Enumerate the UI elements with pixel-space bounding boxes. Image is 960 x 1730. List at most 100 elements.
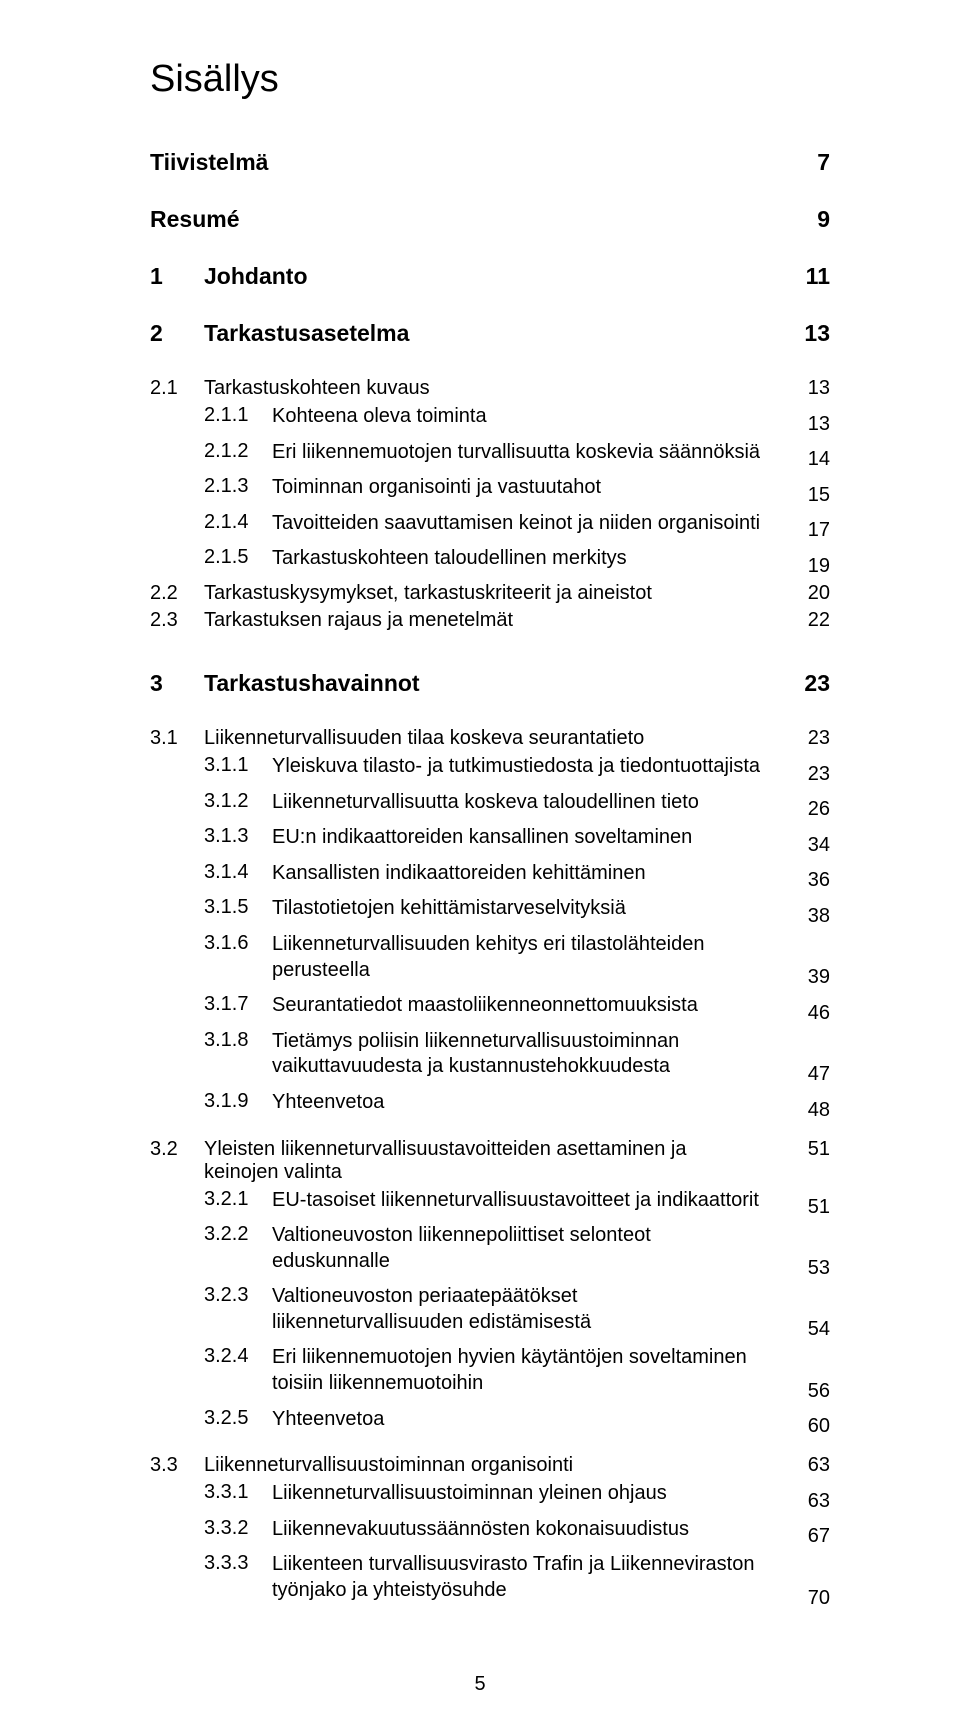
- toc-entry-page: 26: [808, 798, 830, 821]
- toc-entry-page: 63: [808, 1454, 830, 1477]
- toc-entry-left: 3.2.4Eri liikennemuotojen hyvien käytänt…: [150, 1345, 772, 1396]
- toc-entry: 3.2.4Eri liikennemuotojen hyvien käytänt…: [150, 1345, 830, 1402]
- toc-entry-page: 51: [808, 1196, 830, 1219]
- toc-entry-number: 3.2.1: [204, 1188, 272, 1214]
- toc-entry-page: 36: [808, 869, 830, 892]
- toc-entry-number: 3.2.3: [204, 1284, 272, 1335]
- toc-gap: [150, 308, 830, 320]
- toc-entry-label: Kansallisten indikaattoreiden kehittämin…: [272, 861, 646, 887]
- toc-entry-left: 3.2.3Valtioneuvoston periaatepäätökset l…: [150, 1284, 772, 1335]
- toc-entry-page: 46: [808, 1002, 830, 1025]
- toc-entry-page: 63: [808, 1490, 830, 1513]
- toc-entry-left: 3.3.2Liikennevakuutussäännösten kokonais…: [150, 1517, 689, 1543]
- toc-entry-label: EU:n indikaattoreiden kansallinen sovelt…: [272, 825, 692, 851]
- toc-entry-number: 3.1: [150, 727, 204, 750]
- toc-entry-page: 23: [808, 727, 830, 750]
- toc-body: Tiivistelmä7Resumé91Johdanto112Tarkastus…: [150, 149, 830, 1610]
- toc-entry-left: 2.1.4Tavoitteiden saavuttamisen keinot j…: [150, 511, 760, 537]
- toc-entry-number: 3.3: [150, 1454, 204, 1477]
- toc-entry: Tiivistelmä7: [150, 149, 830, 176]
- toc-gap: [150, 1126, 830, 1138]
- toc-entry-number: 2.1.3: [204, 475, 272, 501]
- toc-entry-label: Eri liikennemuotojen turvallisuutta kosk…: [272, 440, 760, 466]
- toc-entry: 3.2.2Valtioneuvoston liikennepoliittiset…: [150, 1223, 830, 1280]
- toc-entry-label: Tilastotietojen kehittämistarveselvityks…: [272, 896, 626, 922]
- toc-entry-page: 15: [808, 484, 830, 507]
- toc-page: Sisällys Tiivistelmä7Resumé91Johdanto112…: [0, 0, 960, 1730]
- toc-entry-number: 3.1.3: [204, 825, 272, 851]
- toc-entry-page: 9: [817, 206, 830, 233]
- toc-entry-number: 3.2.4: [204, 1345, 272, 1396]
- toc-entry-left: 3.1.5Tilastotietojen kehittämistarveselv…: [150, 896, 626, 922]
- toc-entry-page: 51: [808, 1138, 830, 1161]
- toc-entry: 3.1.3EU:n indikaattoreiden kansallinen s…: [150, 825, 830, 857]
- toc-entry-label: Valtioneuvoston liikennepoliittiset selo…: [272, 1223, 772, 1274]
- toc-entry-page: 39: [808, 966, 830, 989]
- toc-entry-number: 2.1.5: [204, 546, 272, 572]
- toc-entry-left: 3.2.5Yhteenvetoa: [150, 1407, 384, 1433]
- toc-entry-page: 56: [808, 1380, 830, 1403]
- toc-gap: [150, 194, 830, 206]
- toc-entry: 2.1.5Tarkastuskohteen taloudellinen merk…: [150, 546, 830, 578]
- toc-entry-left: 3.1.1Yleiskuva tilasto- ja tutkimustiedo…: [150, 754, 760, 780]
- toc-gap: [150, 365, 830, 377]
- toc-indent: [150, 404, 204, 430]
- toc-indent: [150, 475, 204, 501]
- toc-indent: [150, 1481, 204, 1507]
- toc-entry-page: 53: [808, 1257, 830, 1280]
- toc-entry: 3.2.3Valtioneuvoston periaatepäätökset l…: [150, 1284, 830, 1341]
- toc-entry-label: Tiivistelmä: [150, 149, 268, 175]
- toc-entry-page: 13: [804, 320, 830, 347]
- toc-entry: 3.3Liikenneturvallisuustoiminnan organis…: [150, 1454, 830, 1477]
- toc-entry: 3.2.1EU-tasoiset liikenneturvallisuustav…: [150, 1188, 830, 1220]
- toc-entry-number: 2.1: [150, 377, 204, 400]
- toc-entry-label: Liikennevakuutussäännösten kokonaisuudis…: [272, 1517, 689, 1543]
- toc-entry-page: 67: [808, 1525, 830, 1548]
- toc-entry-number: 2.1.4: [204, 511, 272, 537]
- toc-gap: [150, 1442, 830, 1454]
- toc-entry-number: 3.1.5: [204, 896, 272, 922]
- toc-entry-page: 34: [808, 834, 830, 857]
- toc-indent: [150, 440, 204, 466]
- toc-entry-number: 3.2.2: [204, 1223, 272, 1274]
- toc-indent: [150, 1552, 204, 1603]
- toc-entry: 3.1.7Seurantatiedot maastoliikenneonnett…: [150, 993, 830, 1025]
- toc-entry-left: 2Tarkastusasetelma: [150, 320, 409, 347]
- toc-entry: 3Tarkastushavainnot23: [150, 670, 830, 697]
- toc-indent: [150, 896, 204, 922]
- toc-entry-label: Johdanto: [204, 263, 308, 290]
- toc-entry-page: 70: [808, 1587, 830, 1610]
- toc-entry-page: 11: [806, 263, 830, 290]
- toc-indent: [150, 1345, 204, 1396]
- toc-entry-label: Kohteena oleva toiminta: [272, 404, 487, 430]
- toc-entry-page: 23: [808, 763, 830, 786]
- toc-indent: [150, 825, 204, 851]
- toc-entry: 3.1.1Yleiskuva tilasto- ja tutkimustiedo…: [150, 754, 830, 786]
- toc-entry: 3.2Yleisten liikenneturvallisuustavoitte…: [150, 1138, 830, 1184]
- toc-entry-left: 3.1.2Liikenneturvallisuutta koskeva talo…: [150, 790, 699, 816]
- toc-entry-number: 3.1.9: [204, 1090, 272, 1116]
- toc-entry-number: 2.2: [150, 582, 204, 605]
- toc-entry-label: Seurantatiedot maastoliikenneonnettomuuk…: [272, 993, 698, 1019]
- toc-entry-page: 14: [808, 448, 830, 471]
- toc-entry-number: 2: [150, 320, 204, 347]
- page-title: Sisällys: [150, 58, 830, 101]
- toc-entry-number: 3.2: [150, 1138, 204, 1184]
- toc-entry-label: Tarkastuskohteen taloudellinen merkitys: [272, 546, 627, 572]
- toc-entry-left: 3.2Yleisten liikenneturvallisuustavoitte…: [150, 1138, 764, 1184]
- toc-entry: 3.3.1Liikenneturvallisuustoiminnan ylein…: [150, 1481, 830, 1513]
- toc-entry-label: Liikenneturvallisuutta koskeva taloudell…: [272, 790, 699, 816]
- toc-entry: 3.1.2Liikenneturvallisuutta koskeva talo…: [150, 790, 830, 822]
- toc-entry-number: 3.3.1: [204, 1481, 272, 1507]
- toc-entry-number: 2.1.2: [204, 440, 272, 466]
- toc-entry-page: 38: [808, 905, 830, 928]
- toc-entry-label: Yhteenvetoa: [272, 1090, 384, 1116]
- toc-entry-page: 54: [808, 1318, 830, 1341]
- toc-entry-label: Yleisten liikenneturvallisuustavoitteide…: [204, 1138, 764, 1184]
- toc-entry: 2.1.2Eri liikennemuotojen turvallisuutta…: [150, 440, 830, 472]
- toc-entry-page: 13: [808, 413, 830, 436]
- toc-entry-left: 2.3Tarkastuksen rajaus ja menetelmät: [150, 609, 513, 632]
- toc-entry: 3.1.4Kansallisten indikaattoreiden kehit…: [150, 861, 830, 893]
- toc-entry: 3.3.2Liikennevakuutussäännösten kokonais…: [150, 1517, 830, 1549]
- toc-indent: [150, 754, 204, 780]
